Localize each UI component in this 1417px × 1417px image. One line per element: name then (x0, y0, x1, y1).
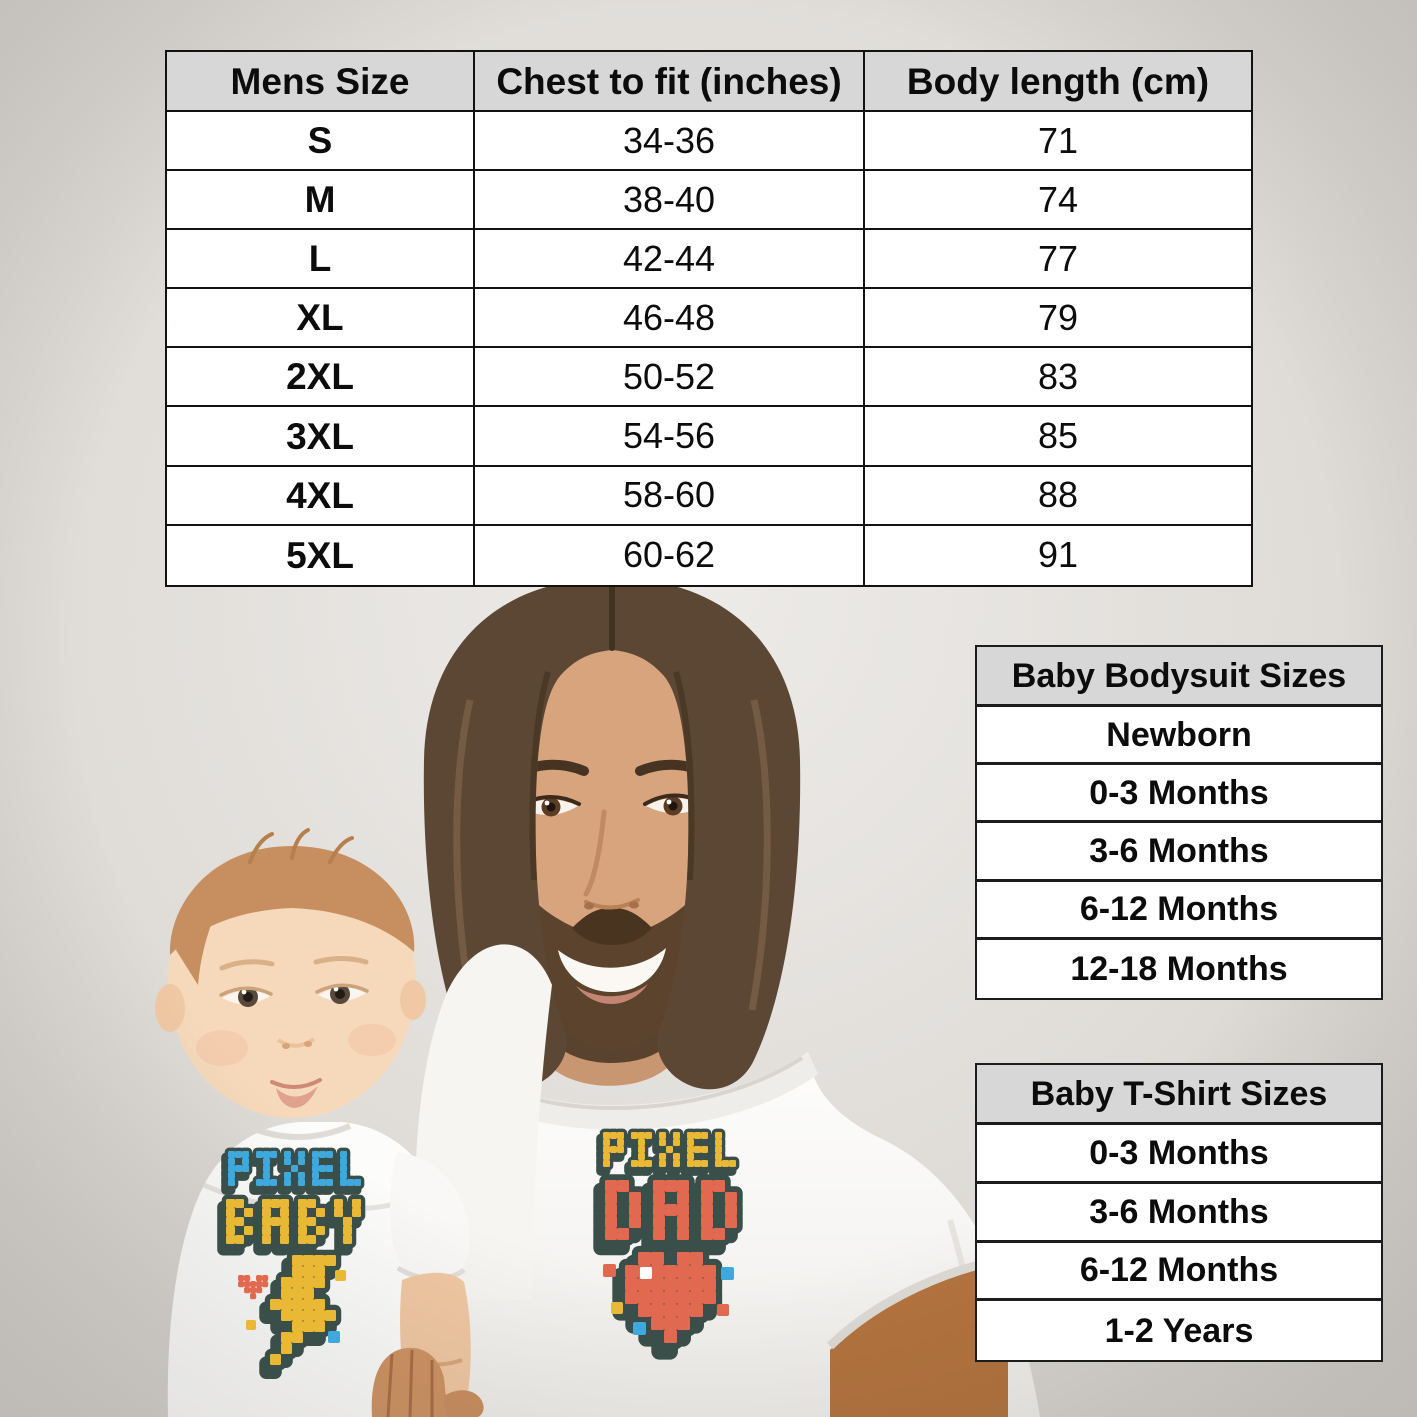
confetti-pixel (246, 1320, 256, 1330)
confetti-pixel (244, 1281, 251, 1288)
confetti-pixel (250, 1281, 257, 1288)
table-cell: 0-3 Months (977, 765, 1381, 824)
confetti-pixel (244, 1275, 251, 1282)
pixel-lightning-baby-graphic (217, 1147, 366, 1380)
confetti-pixel (250, 1287, 257, 1294)
confetti-pixel (717, 1304, 729, 1316)
table-cell: 91 (865, 525, 1251, 585)
confetti-pixel (721, 1267, 734, 1280)
confetti-pixel (633, 1322, 646, 1335)
mens-table-header-chest: Chest to fit (inches) (475, 52, 865, 112)
confetti-pixel (244, 1287, 251, 1294)
confetti-pixel (335, 1270, 346, 1281)
confetti-pixel (611, 1302, 623, 1314)
table-cell: 3-6 Months (977, 1183, 1381, 1243)
table-cell: 4XL (167, 466, 475, 526)
table-cell: 88 (865, 466, 1251, 526)
confetti-pixel (603, 1264, 616, 1277)
table-cell: 3-6 Months (977, 823, 1381, 882)
table-cell: 46-48 (475, 289, 865, 349)
baby-bodysuit-table-title: Baby Bodysuit Sizes (977, 647, 1381, 707)
baby-tshirt-size-table: Baby T-Shirt Sizes 0-3 Months 3-6 Months… (975, 1063, 1383, 1362)
pixel-heart-dad-graphic (593, 1128, 743, 1360)
table-cell: 71 (865, 112, 1251, 172)
mens-table-header-length: Body length (cm) (865, 52, 1251, 112)
table-cell: 60-62 (475, 525, 865, 585)
mens-size-table: Mens Size Chest to fit (inches) Body len… (165, 50, 1253, 587)
confetti-pixel (256, 1281, 263, 1288)
table-cell: 1-2 Years (977, 1301, 1381, 1360)
table-cell: 85 (865, 407, 1251, 467)
table-cell: 2XL (167, 348, 475, 408)
table-cell: 77 (865, 230, 1251, 290)
table-cell: 50-52 (475, 348, 865, 408)
table-cell: 58-60 (475, 466, 865, 526)
table-cell: L (167, 230, 475, 290)
confetti-pixel (250, 1293, 257, 1300)
confetti-pixel (328, 1331, 340, 1343)
table-cell: XL (167, 289, 475, 349)
table-cell: 5XL (167, 525, 475, 585)
table-cell: Newborn (977, 707, 1381, 766)
confetti-pixel (238, 1281, 245, 1288)
table-cell: 54-56 (475, 407, 865, 467)
table-cell: 12-18 Months (977, 939, 1381, 998)
table-cell: S (167, 112, 475, 172)
confetti-pixel (256, 1275, 263, 1282)
baby-bodysuit-size-table: Baby Bodysuit Sizes Newborn 0-3 Months 3… (975, 645, 1383, 1000)
table-cell: 34-36 (475, 112, 865, 172)
mens-table-header-size: Mens Size (167, 52, 475, 112)
confetti-pixel (238, 1275, 245, 1282)
table-cell: 79 (865, 289, 1251, 349)
confetti-pixel (262, 1275, 269, 1282)
table-cell: 42-44 (475, 230, 865, 290)
table-cell: 0-3 Months (977, 1125, 1381, 1184)
confetti-pixel (262, 1281, 269, 1288)
table-cell: 74 (865, 171, 1251, 231)
table-cell: 83 (865, 348, 1251, 408)
table-cell: 6-12 Months (977, 881, 1381, 940)
confetti-pixel (256, 1287, 263, 1294)
table-cell: 6-12 Months (977, 1242, 1381, 1302)
table-cell: 38-40 (475, 171, 865, 231)
table-cell: 3XL (167, 407, 475, 467)
table-cell: M (167, 171, 475, 231)
baby-tshirt-table-title: Baby T-Shirt Sizes (977, 1065, 1381, 1125)
